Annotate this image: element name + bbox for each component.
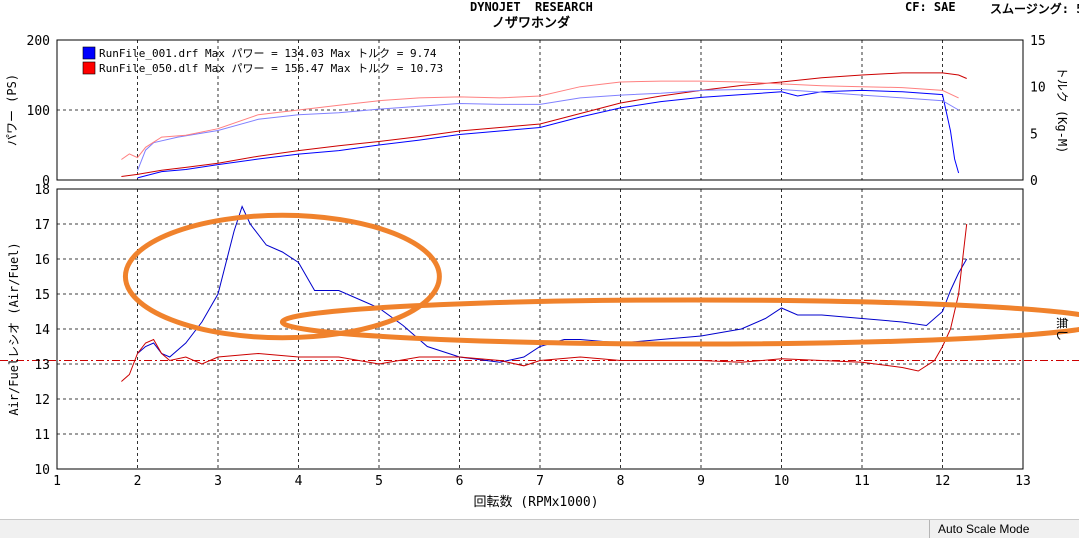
rpm-tick-label: 3 (214, 474, 222, 489)
af-tick-label: 12 (34, 393, 50, 408)
rpm-tick-label: 12 (935, 474, 951, 489)
legend-swatch (82, 61, 96, 75)
right-axis-label: 無し (1055, 317, 1070, 341)
af-tick-label: 13 (34, 358, 50, 373)
power-tick-label: 100 (27, 104, 50, 119)
af-tick-label: 15 (34, 288, 50, 303)
cf-label: CF: SAE (905, 0, 956, 14)
torque-tick-label: 15 (1030, 34, 1046, 49)
legend-entry: RunFile_050.dlf Max パワー = 156.47 Max トルク… (99, 62, 443, 75)
rpm-tick-label: 9 (697, 474, 705, 489)
power-axis-label: パワー (PS) (5, 74, 19, 146)
air-fuel-axis-label: Air/Fuelレシオ (Air/Fuel) (7, 242, 21, 415)
legend-entry: RunFile_001.drf Max パワー = 134.03 Max トルク… (99, 47, 437, 60)
rpm-tick-label: 1 (53, 474, 61, 489)
power-torque-series-line (121, 72, 967, 177)
torque-tick-label: 10 (1030, 81, 1046, 96)
rpm-tick-label: 11 (854, 474, 870, 489)
legend: RunFile_001.drf Max パワー = 134.03 Max トルク… (82, 46, 443, 75)
chart-subtitle: ノザワホンダ (492, 16, 571, 31)
rpm-tick-label: 2 (134, 474, 142, 489)
af-tick-label: 11 (34, 428, 50, 443)
highlight-ellipse (122, 212, 442, 341)
chart-title: DYNOJET RESEARCH (470, 0, 593, 14)
power-torque-series-line (121, 80, 959, 160)
torque-tick-label: 5 (1030, 127, 1038, 142)
rpm-tick-label: 4 (295, 474, 303, 489)
highlight-ellipse (280, 297, 1079, 347)
torque-tick-label: 0 (1030, 174, 1038, 189)
power-torque-series-line (137, 89, 959, 171)
torque-axis-label: トルク (Kg-M) (1055, 67, 1069, 154)
rpm-tick-label: 8 (617, 474, 625, 489)
power-tick-label: 0 (42, 174, 50, 189)
rpm-tick-label: 6 (456, 474, 464, 489)
rpm-tick-label: 10 (774, 474, 790, 489)
power-torque-series-line (137, 89, 960, 179)
rpm-tick-label: 5 (375, 474, 383, 489)
status-bar: Auto Scale Mode (0, 519, 1079, 538)
rpm-axis-label: 回転数 (RPMx1000) (473, 495, 598, 510)
auto-scale-mode-status[interactable]: Auto Scale Mode (929, 520, 1079, 538)
af-series-line (121, 223, 968, 382)
af-tick-label: 10 (34, 463, 50, 478)
rpm-tick-label: 13 (1015, 474, 1031, 489)
af-tick-label: 18 (34, 183, 50, 198)
power-tick-label: 200 (27, 34, 50, 49)
power-torque-panel: 0 100 200 0 5 10 15 パワー (PS) トルク (Kg-M) RunFi… (5, 34, 1069, 189)
smoothing-label: スムージング: 5 (990, 2, 1079, 16)
af-tick-label: 16 (34, 253, 50, 268)
rpm-tick-label: 7 (536, 474, 544, 489)
af-tick-label: 17 (34, 218, 50, 233)
af-tick-label: 14 (34, 323, 50, 338)
legend-swatch (82, 46, 96, 60)
